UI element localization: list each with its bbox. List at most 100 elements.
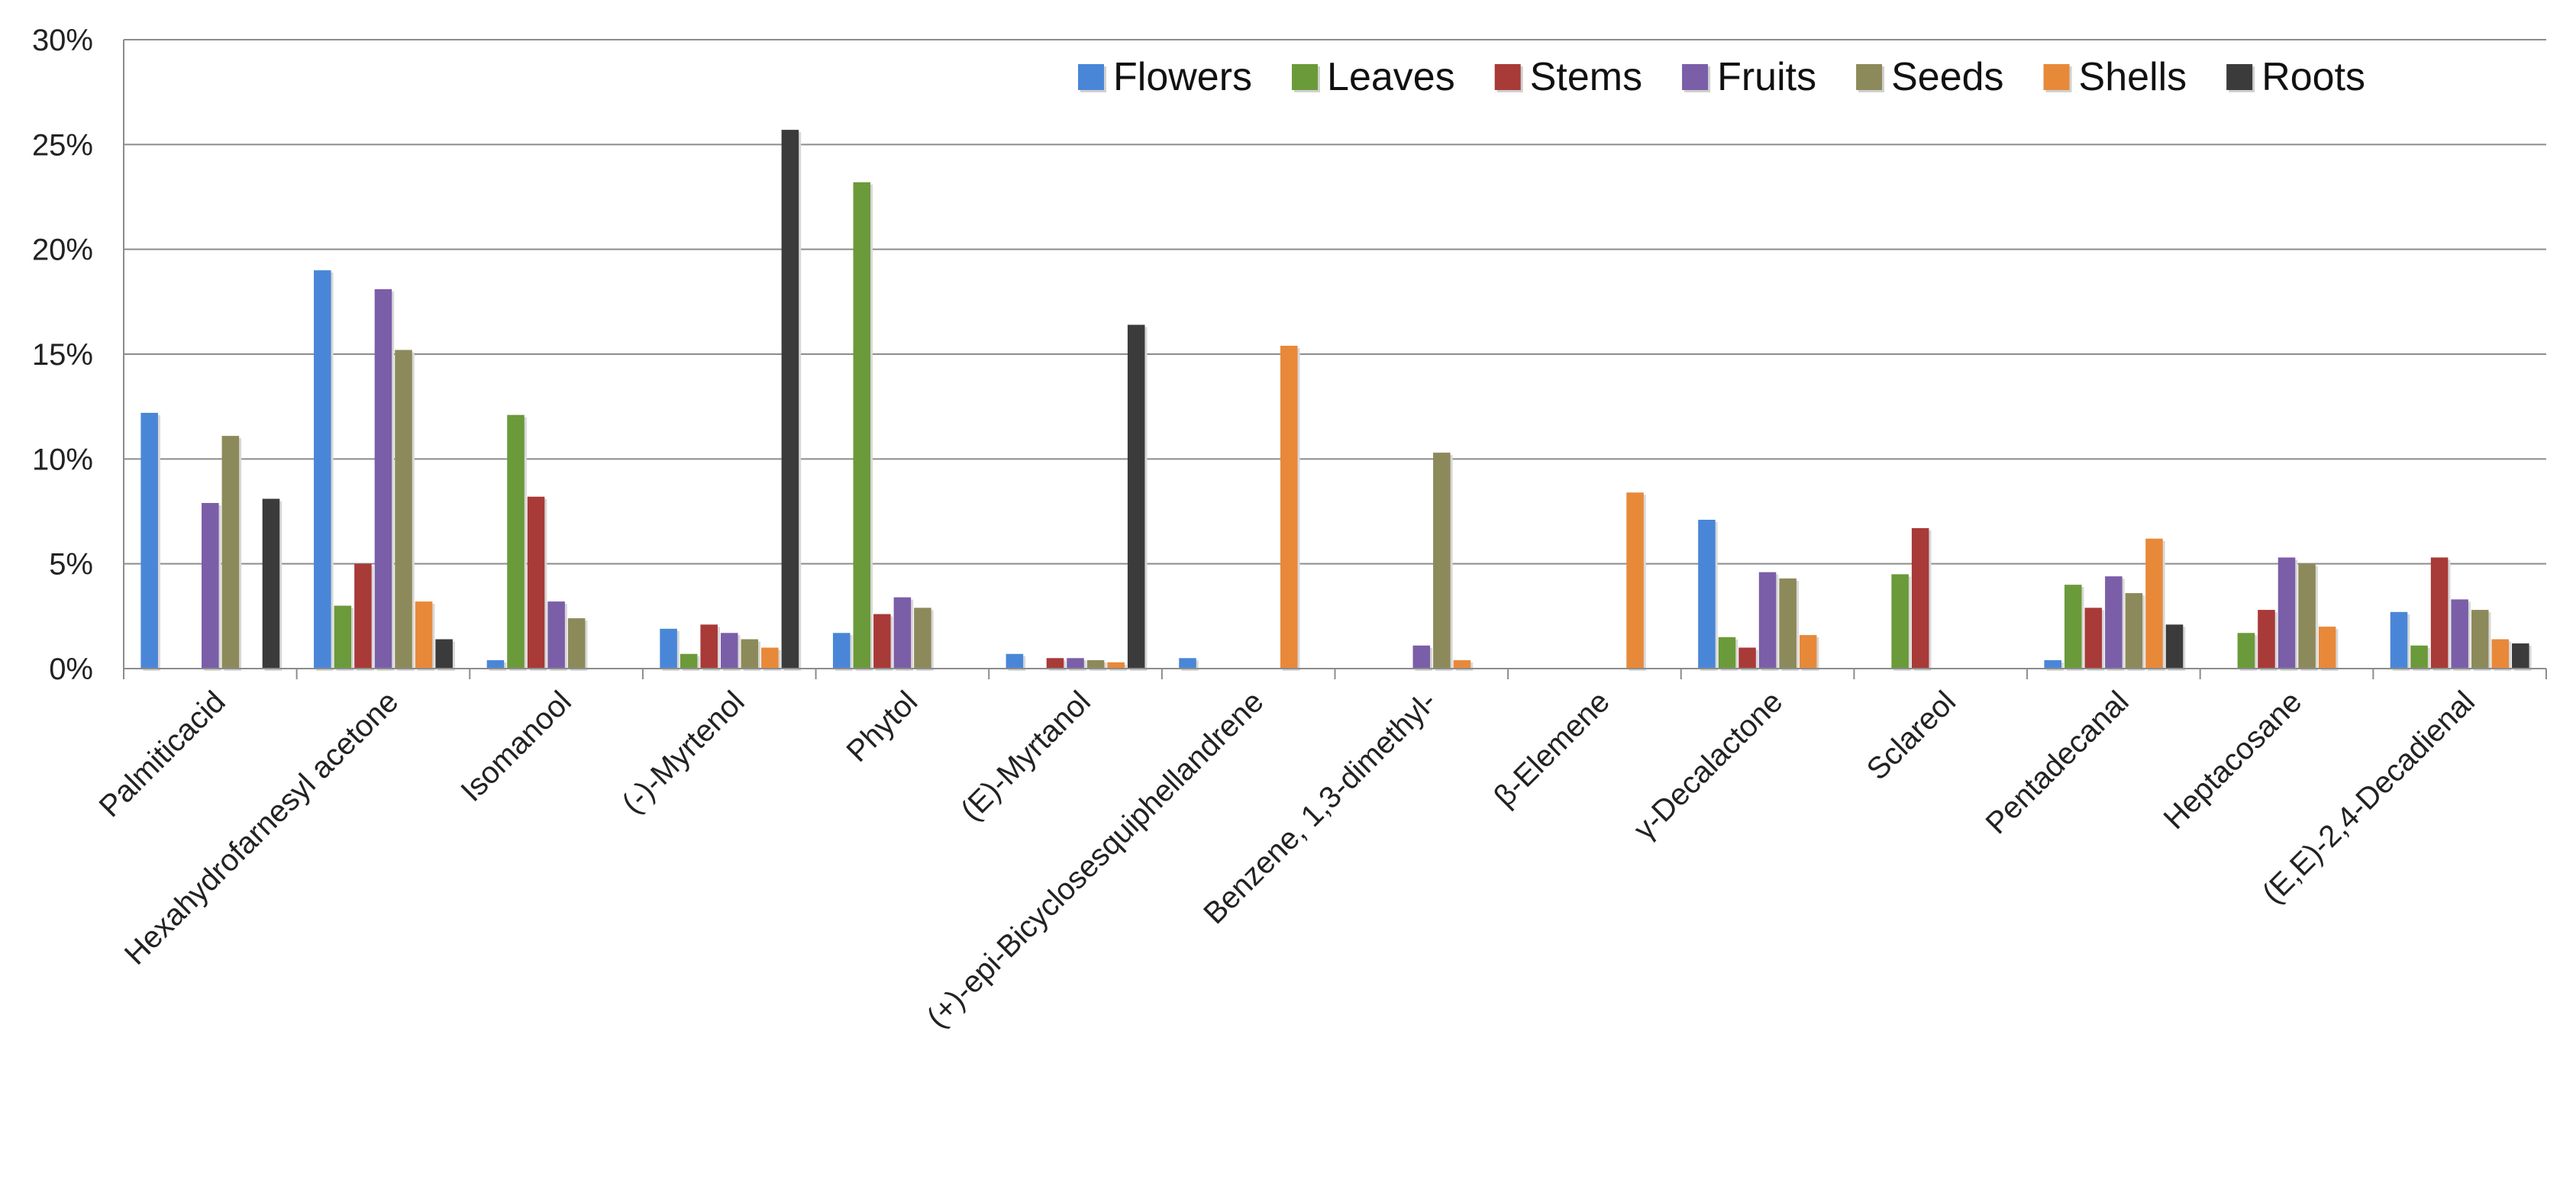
x-category-label: (+)-epi-Bicyclosesquiphellandrene <box>921 685 1270 1034</box>
bar <box>354 563 372 669</box>
bar <box>1738 647 1756 669</box>
bar <box>140 412 158 669</box>
legend-label: Leaves <box>1327 55 1455 99</box>
bar <box>2237 633 2255 669</box>
bar <box>2277 557 2296 669</box>
bar <box>374 288 392 669</box>
y-tick-label: 25% <box>32 128 93 162</box>
bar <box>1758 572 1777 669</box>
x-category-label: Phytol <box>841 685 925 769</box>
x-category-label: γ-Decalactone <box>1628 685 1790 846</box>
bar <box>314 270 331 669</box>
y-tick-label: 10% <box>32 443 93 476</box>
y-tick-label: 5% <box>49 548 93 582</box>
legend-item: Flowers <box>1078 55 1252 99</box>
bar <box>547 601 565 669</box>
bar <box>914 608 931 669</box>
legend-label: Stems <box>1530 55 1642 99</box>
bar <box>2145 538 2163 669</box>
bar <box>893 597 912 669</box>
bar <box>2390 611 2408 669</box>
bar <box>2451 599 2468 669</box>
bar <box>507 414 525 669</box>
x-category-label: Pentadecanal <box>1980 685 2135 840</box>
bar <box>221 436 240 669</box>
legend-item: Roots <box>2226 55 2365 99</box>
bar <box>2044 660 2062 669</box>
bar <box>435 639 453 669</box>
bar <box>2258 610 2275 669</box>
bar <box>2471 610 2489 669</box>
bar <box>2491 639 2510 669</box>
bar <box>680 653 698 669</box>
bar <box>2512 643 2529 669</box>
bar <box>202 503 219 669</box>
legend-swatch <box>1856 64 1883 90</box>
bar <box>2298 563 2316 669</box>
legend-item: Seeds <box>1856 55 2004 99</box>
bar <box>2165 624 2184 669</box>
gridlines <box>124 39 2546 565</box>
bar <box>262 498 280 669</box>
bar <box>2318 627 2336 669</box>
y-tick-label: 0% <box>49 653 93 686</box>
x-category-label: Isomanool <box>454 685 578 808</box>
bar <box>1067 658 1084 669</box>
legend-item: Leaves <box>1292 55 1455 99</box>
bar <box>334 605 352 669</box>
legend-swatch <box>2043 64 2070 90</box>
bars <box>140 130 2532 672</box>
legend: Flowers Leaves Stems Fruits Seeds Shells Roots <box>1078 55 2365 99</box>
legend-label: Flowers <box>1113 55 1252 99</box>
bar <box>1718 637 1736 669</box>
bar <box>1433 453 1451 669</box>
bar <box>2064 585 2082 669</box>
y-tick-label: 30% <box>32 24 93 57</box>
axes <box>123 40 2547 679</box>
legend-swatch <box>2226 64 2253 90</box>
bar <box>1453 660 1471 669</box>
x-category-label: Hexahydrofarnesyl acetone <box>118 685 405 971</box>
bar <box>2105 576 2122 669</box>
bar <box>1179 658 1196 669</box>
bar <box>1626 492 1644 669</box>
bar <box>720 633 738 669</box>
bar <box>2410 645 2428 669</box>
bar <box>1006 653 1024 669</box>
bar <box>853 182 871 669</box>
legend-swatch <box>1292 64 1319 90</box>
x-category-label: (-)-Myrtenol <box>615 685 751 820</box>
bar <box>873 614 891 669</box>
bar <box>486 660 505 669</box>
bar <box>1280 346 1298 669</box>
bar <box>1698 519 1716 669</box>
bar <box>660 628 677 669</box>
bar <box>1107 662 1125 669</box>
bar <box>395 350 412 669</box>
legend-swatch <box>1494 64 1521 90</box>
y-tick-label: 15% <box>32 338 93 372</box>
bar <box>832 633 851 669</box>
bar <box>781 130 799 669</box>
legend-label: Seeds <box>1891 55 2003 99</box>
bar <box>1911 527 1929 669</box>
x-category-label: Heptacosane <box>2158 685 2309 836</box>
legend-item: Stems <box>1494 55 1642 99</box>
bar <box>527 496 545 669</box>
legend-item: Shells <box>2043 55 2187 99</box>
bar <box>1891 574 1909 669</box>
legend-swatch <box>1682 64 1709 90</box>
bar <box>1412 645 1431 669</box>
bar <box>2084 608 2103 669</box>
bar <box>1127 324 1145 669</box>
bar <box>1046 658 1064 669</box>
y-tick-label: 20% <box>32 234 93 267</box>
bar <box>2430 557 2448 669</box>
x-category-label: Palmiticacid <box>93 685 232 824</box>
bar <box>700 624 718 669</box>
bar <box>567 618 586 669</box>
bar <box>2125 593 2143 669</box>
x-category-label: Sclareol <box>1861 685 1962 786</box>
bar <box>1799 635 1817 669</box>
